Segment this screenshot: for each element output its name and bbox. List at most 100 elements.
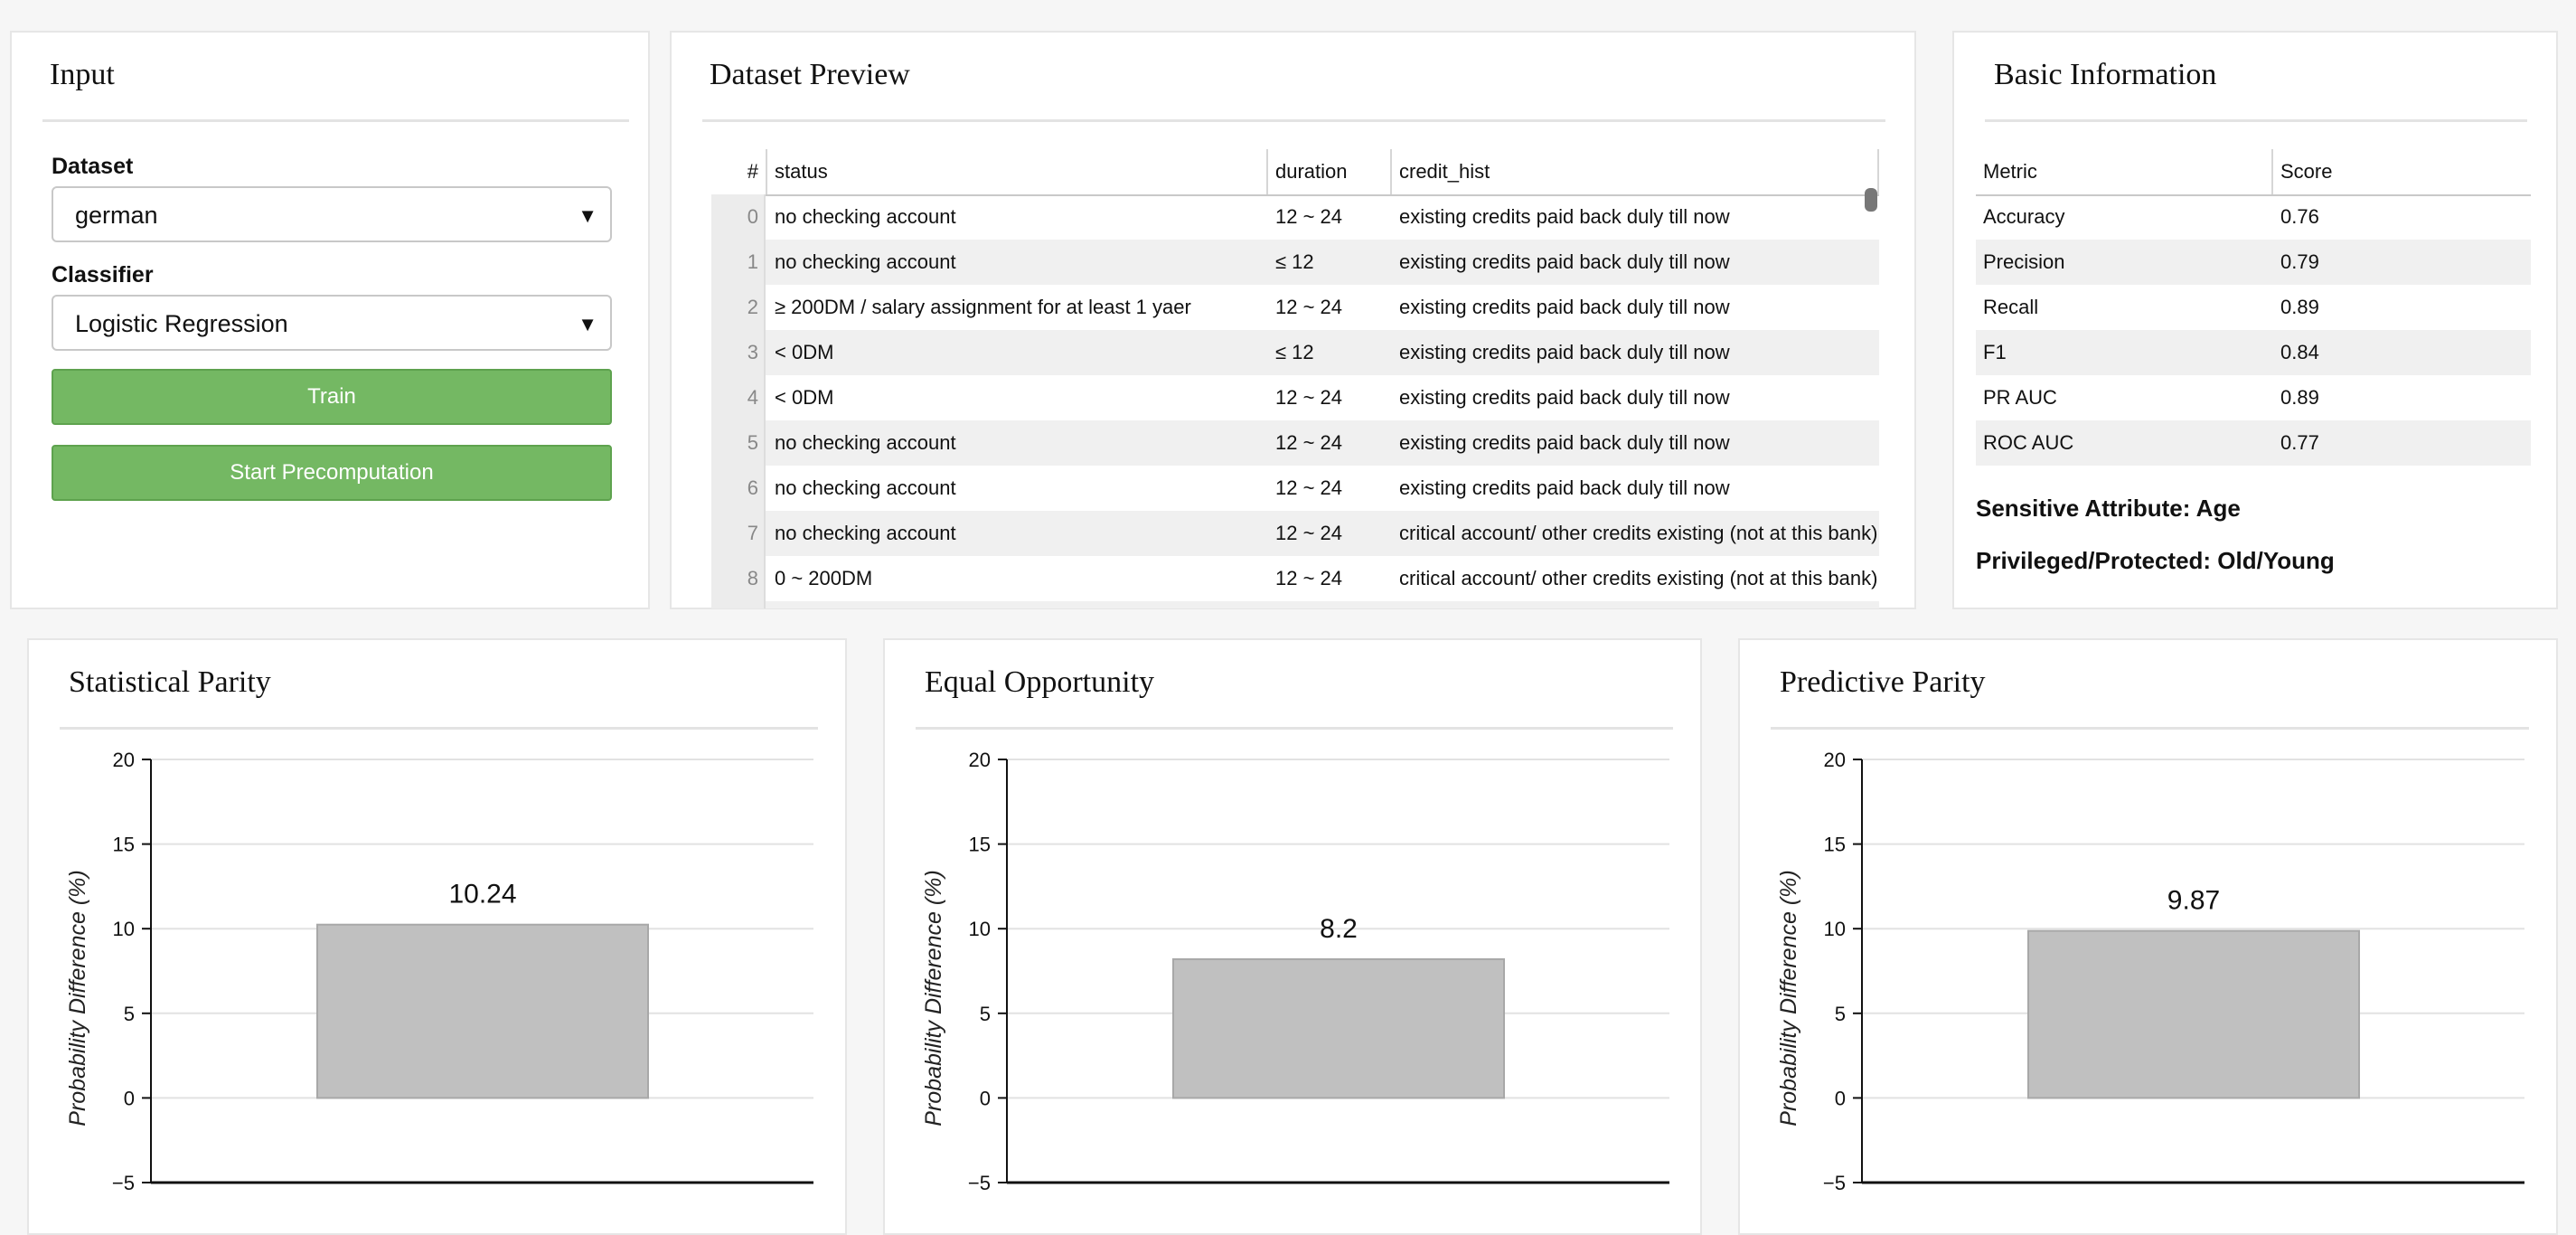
metric-row: Accuracy 0.76 bbox=[1976, 194, 2531, 240]
metric-name: F1 bbox=[1983, 341, 2007, 363]
y-tick-label: 0 bbox=[124, 1087, 135, 1109]
table-row[interactable]: 4 < 0DM 12 ~ 24 existing credits paid ba… bbox=[711, 375, 1879, 420]
caret-down-icon: ▼ bbox=[578, 204, 597, 227]
table-row[interactable]: 7 no checking account 12 ~ 24 critical a… bbox=[711, 511, 1879, 556]
start-precomputation-button[interactable]: Start Precomputation bbox=[52, 445, 612, 501]
credit-hist-cell: existing credits paid back duly till now bbox=[1399, 341, 1730, 363]
sensitive-attribute-text: Sensitive Attribute: Age bbox=[1976, 495, 2241, 522]
metric-score: 0.76 bbox=[2280, 205, 2319, 228]
credit-hist-cell: existing credits paid back duly till now bbox=[1399, 476, 1730, 499]
chart-title: Predictive Parity bbox=[1780, 665, 1986, 699]
column-header[interactable]: status bbox=[775, 160, 828, 183]
status-cell: < 0DM bbox=[775, 386, 834, 409]
predictive-parity-panel: Predictive Parity −5 0 5 10 15 20 9.87 Probabil… bbox=[1738, 638, 2558, 1235]
classifier-select-value: Logistic Regression bbox=[75, 310, 288, 337]
chart-title: Equal Opportunity bbox=[925, 665, 1155, 699]
metric-score: 0.89 bbox=[2280, 386, 2319, 409]
column-header[interactable]: credit_hist bbox=[1399, 160, 1490, 183]
title-divider bbox=[1771, 727, 2529, 730]
table-row[interactable]: 8 0 ~ 200DM 12 ~ 24 critical account/ ot… bbox=[711, 556, 1879, 601]
column-divider bbox=[1390, 149, 1392, 194]
dataset-table[interactable]: # status duration credit_hist 0 no check… bbox=[711, 149, 1879, 608]
status-cell: < 0DM bbox=[775, 341, 834, 363]
row-index-cell bbox=[711, 466, 766, 511]
duration-cell: 12 ~ 24 bbox=[1275, 431, 1343, 454]
credit-hist-cell: existing credits paid back duly till now bbox=[1399, 386, 1730, 409]
bar bbox=[316, 923, 649, 1099]
y-axis-label: Probability Difference (%) bbox=[1776, 870, 1801, 1126]
row-index: 2 bbox=[747, 296, 758, 318]
status-cell: no checking account bbox=[775, 250, 956, 273]
chart-title: Statistical Parity bbox=[69, 665, 271, 699]
duration-cell: ≤ 12 bbox=[1275, 250, 1314, 273]
train-button[interactable]: Train bbox=[52, 369, 612, 425]
metric-name: Recall bbox=[1983, 296, 2039, 318]
credit-hist-cell: existing credits paid back duly till now bbox=[1399, 250, 1730, 273]
column-divider bbox=[1877, 149, 1879, 194]
table-row[interactable]: 1 no checking account ≤ 12 existing cred… bbox=[711, 240, 1879, 285]
dataset-label: Dataset bbox=[52, 154, 134, 179]
y-tick-label: −5 bbox=[968, 1172, 991, 1194]
basic-information-panel: Basic Information Metric Score Accuracy … bbox=[1952, 31, 2558, 609]
metric-name: Precision bbox=[1983, 250, 2065, 273]
table-row-partial[interactable] bbox=[711, 601, 1879, 608]
status-cell: 0 ~ 200DM bbox=[775, 567, 873, 589]
duration-cell: 12 ~ 24 bbox=[1275, 476, 1343, 499]
column-header[interactable]: Metric bbox=[1983, 160, 2037, 183]
column-divider bbox=[766, 149, 767, 194]
y-tick-label: 10 bbox=[113, 918, 135, 940]
metric-name: ROC AUC bbox=[1983, 431, 2074, 454]
duration-cell: ≤ 12 bbox=[1275, 341, 1314, 363]
status-cell: ≥ 200DM / salary assignment for at least… bbox=[775, 296, 1191, 318]
duration-cell: 12 ~ 24 bbox=[1275, 386, 1343, 409]
table-row[interactable]: 5 no checking account 12 ~ 24 existing c… bbox=[711, 420, 1879, 466]
column-header[interactable]: # bbox=[747, 160, 758, 183]
title-divider bbox=[60, 727, 818, 730]
metric-score: 0.77 bbox=[2280, 431, 2319, 454]
credit-hist-cell: existing credits paid back duly till now bbox=[1399, 431, 1730, 454]
title-divider bbox=[702, 119, 1885, 122]
panel-title: Basic Information bbox=[1994, 58, 2217, 91]
duration-cell: 12 ~ 24 bbox=[1275, 522, 1343, 544]
table-row[interactable]: 2 ≥ 200DM / salary assignment for at lea… bbox=[711, 285, 1879, 330]
table-row[interactable]: 0 no checking account 12 ~ 24 existing c… bbox=[711, 194, 1879, 240]
y-tick-label: 15 bbox=[969, 834, 991, 856]
table-scrollbar[interactable] bbox=[1865, 188, 1877, 212]
input-panel: Input Dataset german ▼ Classifier Logist… bbox=[10, 31, 650, 609]
metric-name: Accuracy bbox=[1983, 205, 2065, 228]
y-tick-label: 20 bbox=[1824, 749, 1846, 771]
row-index-cell bbox=[711, 285, 766, 330]
y-tick-label: 10 bbox=[1824, 918, 1846, 940]
dataset-select[interactable]: german ▼ bbox=[52, 186, 612, 242]
bar bbox=[1172, 957, 1505, 1099]
statistical-parity-chart: −5 0 5 10 15 20 10.24 Probability Difference (%… bbox=[65, 749, 813, 1194]
credit-hist-cell: critical account/ other credits existing… bbox=[1399, 522, 1878, 544]
y-tick-label: 20 bbox=[113, 749, 135, 771]
metric-row: Recall 0.89 bbox=[1976, 285, 2531, 330]
row-index: 5 bbox=[747, 431, 758, 454]
y-tick-label: 5 bbox=[124, 1003, 135, 1025]
column-header[interactable]: Score bbox=[2280, 160, 2333, 183]
classifier-select[interactable]: Logistic Regression ▼ bbox=[52, 295, 612, 351]
equal-opportunity-chart: −5 0 5 10 15 20 8.2 Probability Difference (%) bbox=[921, 749, 1669, 1194]
credit-hist-cell: existing credits paid back duly till now bbox=[1399, 205, 1730, 228]
status-cell: no checking account bbox=[775, 522, 956, 544]
metric-row: Precision 0.79 bbox=[1976, 240, 2531, 285]
row-index-cell bbox=[711, 330, 766, 375]
predictive-parity-chart: −5 0 5 10 15 20 9.87 Probability Difference (%) bbox=[1776, 749, 2524, 1194]
status-cell: no checking account bbox=[775, 205, 956, 228]
duration-cell: 12 ~ 24 bbox=[1275, 567, 1343, 589]
table-header: Metric Score bbox=[1976, 149, 2531, 196]
column-divider bbox=[2271, 149, 2273, 194]
credit-hist-cell: existing credits paid back duly till now bbox=[1399, 296, 1730, 318]
table-row[interactable]: 6 no checking account 12 ~ 24 existing c… bbox=[711, 466, 1879, 511]
column-header[interactable]: duration bbox=[1275, 160, 1348, 183]
row-index: 0 bbox=[747, 205, 758, 228]
row-index-cell bbox=[711, 601, 766, 608]
dataset-preview-panel: Dataset Preview # status duration credit… bbox=[670, 31, 1916, 609]
status-cell: no checking account bbox=[775, 476, 956, 499]
bar-value-label: 9.87 bbox=[2167, 886, 2220, 916]
title-divider bbox=[42, 119, 629, 122]
table-row[interactable]: 3 < 0DM ≤ 12 existing credits paid back … bbox=[711, 330, 1879, 375]
row-index-cell bbox=[711, 420, 766, 466]
